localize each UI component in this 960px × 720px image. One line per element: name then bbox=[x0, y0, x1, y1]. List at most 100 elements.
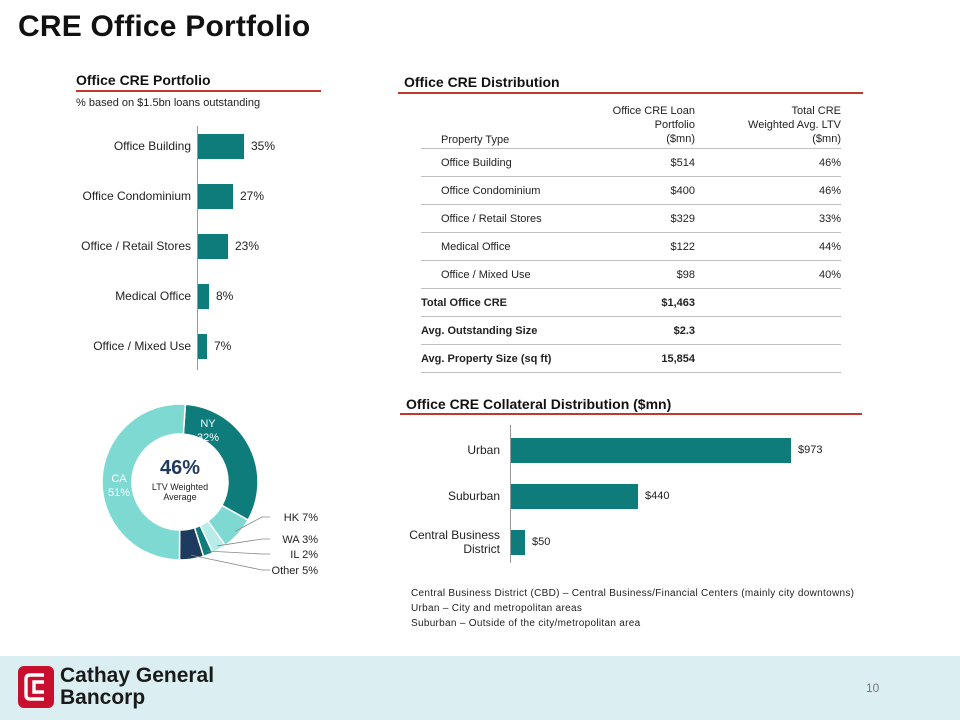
summary-row: Avg. Property Size (sq ft) 15,854 bbox=[421, 344, 841, 373]
collateral-label-suburban: Suburban bbox=[447, 489, 500, 503]
donut-center-label-line2: Average bbox=[163, 492, 196, 502]
donut-value-ca: 51% bbox=[108, 487, 130, 499]
portfolio-title-rule bbox=[76, 90, 321, 92]
header-property-type: Property Type bbox=[421, 104, 591, 149]
portfolio-subtitle: % based on $1.5bn loans outstanding bbox=[76, 97, 261, 109]
summary-value: 15,854 bbox=[591, 344, 695, 373]
header-ltv-line1: Total CRE bbox=[791, 105, 841, 117]
row-loan: $400 bbox=[591, 176, 695, 205]
summary-label: Avg. Property Size (sq ft) bbox=[421, 344, 591, 373]
summary-label: Avg. Outstanding Size bbox=[421, 316, 591, 345]
footer-bar: Cathay General Bancorp 10 bbox=[0, 656, 960, 720]
row-loan: $514 bbox=[591, 148, 695, 177]
row-type: Office Condominium bbox=[421, 176, 591, 205]
collateral-value-suburban: $440 bbox=[645, 490, 670, 502]
table-row: Office Condominium $400 46% bbox=[421, 176, 841, 205]
row-ltv: 33% bbox=[695, 204, 841, 233]
summary-row: Total Office CRE $1,463 bbox=[421, 288, 841, 317]
header-ltv-line3: ($mn) bbox=[812, 133, 841, 145]
collateral-label-central-business-district: Central Business District bbox=[409, 528, 500, 556]
donut-leader-wa bbox=[217, 538, 270, 547]
bar-value-office-retail-stores: 23% bbox=[235, 239, 260, 253]
bar-office-retail-stores bbox=[198, 234, 228, 259]
row-type: Office / Retail Stores bbox=[421, 204, 591, 233]
portfolio-title: Office CRE Portfolio bbox=[76, 72, 211, 88]
page-number: 10 bbox=[866, 681, 880, 695]
collateral-axis-line bbox=[510, 425, 511, 563]
bar-value-office-condominium: 27% bbox=[240, 189, 265, 203]
donut-outer-label-hk: HK 7% bbox=[284, 512, 318, 524]
row-loan: $122 bbox=[591, 232, 695, 261]
row-loan: $98 bbox=[591, 260, 695, 289]
portfolio-axis-line bbox=[197, 126, 198, 370]
collateral-value-central-business-district: $50 bbox=[532, 536, 551, 548]
table-row: Office / Retail Stores $329 33% bbox=[421, 204, 841, 233]
donut-outer-label-other: Other 5% bbox=[272, 565, 319, 577]
bar-value-office-building: 35% bbox=[251, 139, 276, 153]
bar-label-office-retail-stores: Office / Retail Stores bbox=[81, 239, 191, 253]
note-cbd: Central Business District (CBD) – Centra… bbox=[411, 588, 855, 599]
distribution-title: Office CRE Distribution bbox=[404, 74, 560, 90]
bar-value-medical-office: 8% bbox=[216, 289, 234, 303]
logo-text: Cathay General Bancorp bbox=[60, 665, 214, 709]
summary-value: $1,463 bbox=[591, 288, 695, 317]
note-suburban: Suburban – Outside of the city/metropoli… bbox=[411, 618, 641, 629]
collateral-bar-suburban bbox=[511, 484, 638, 509]
collateral-bar-central-business-district bbox=[511, 530, 525, 555]
row-type: Medical Office bbox=[421, 232, 591, 261]
bar-label-office-building: Office Building bbox=[113, 139, 191, 153]
summary-value: $2.3 bbox=[591, 316, 695, 345]
collateral-value-urban: $973 bbox=[798, 444, 823, 456]
donut-center bbox=[133, 435, 227, 529]
donut-label-ca: CA bbox=[111, 473, 127, 485]
collateral-label-urban: Urban bbox=[467, 443, 500, 457]
bar-label-office-condominium: Office Condominium bbox=[82, 189, 192, 203]
table-header-row: Property Type Office CRE Loan Portfolio … bbox=[421, 104, 841, 149]
logo-line1: Cathay General bbox=[60, 664, 215, 687]
collateral-bar-urban bbox=[511, 438, 791, 463]
bar-medical-office bbox=[198, 284, 209, 309]
header-loan-portfolio: Office CRE Loan Portfolio ($mn) bbox=[591, 104, 695, 149]
cathay-logo-icon bbox=[18, 666, 54, 708]
bar-office-building bbox=[198, 134, 244, 159]
header-ltv-line2: Weighted Avg. LTV bbox=[748, 119, 841, 131]
donut-leader-hk bbox=[234, 516, 270, 532]
summary-label: Total Office CRE bbox=[421, 288, 591, 317]
row-ltv: 40% bbox=[695, 260, 841, 289]
table-row: Medical Office $122 44% bbox=[421, 232, 841, 261]
donut-center-label-line1: LTV Weighted bbox=[152, 482, 208, 492]
row-ltv: 46% bbox=[695, 176, 841, 205]
bar-office-mixed-use bbox=[198, 334, 207, 359]
table-row: Office / Mixed Use $98 40% bbox=[421, 260, 841, 289]
page-title: CRE Office Portfolio bbox=[18, 10, 311, 43]
collateral-bar-chart: Urban $973 Suburban $440 Central Business Di… bbox=[390, 420, 860, 570]
bar-value-office-mixed-use: 7% bbox=[214, 339, 232, 353]
row-ltv: 44% bbox=[695, 232, 841, 261]
logo-line2: Bancorp bbox=[60, 686, 146, 709]
distribution-table: Property Type Office CRE Loan Portfolio … bbox=[421, 104, 841, 373]
row-type: Office / Mixed Use bbox=[421, 260, 591, 289]
donut-center-value: 46% bbox=[160, 457, 200, 479]
row-ltv: 46% bbox=[695, 148, 841, 177]
table-row: Office Building $514 46% bbox=[421, 148, 841, 177]
bar-label-office-mixed-use: Office / Mixed Use bbox=[93, 339, 191, 353]
header-loan-line2: Portfolio bbox=[654, 119, 695, 131]
donut-outer-label-wa: WA 3% bbox=[282, 534, 318, 546]
collateral-title: Office CRE Collateral Distribution ($mn) bbox=[406, 396, 672, 412]
bar-label-medical-office: Medical Office bbox=[115, 289, 191, 303]
header-loan-line1: Office CRE Loan bbox=[612, 105, 695, 117]
portfolio-bar-chart: Office Building 35% Office Condominium 27% O… bbox=[0, 120, 360, 380]
note-urban: Urban – City and metropolitan areas bbox=[411, 603, 583, 614]
donut-leader-other bbox=[190, 554, 270, 571]
summary-row: Avg. Outstanding Size $2.3 bbox=[421, 316, 841, 345]
header-loan-line3: ($mn) bbox=[666, 133, 695, 145]
row-type: Office Building bbox=[421, 148, 591, 177]
row-loan: $329 bbox=[591, 204, 695, 233]
donut-slice-ca bbox=[101, 403, 187, 561]
donut-outer-label-il: IL 2% bbox=[290, 549, 318, 561]
distribution-title-rule bbox=[398, 92, 863, 94]
bar-office-condominium bbox=[198, 184, 233, 209]
collateral-title-rule bbox=[400, 413, 862, 415]
donut-label-ny: NY bbox=[200, 418, 216, 430]
